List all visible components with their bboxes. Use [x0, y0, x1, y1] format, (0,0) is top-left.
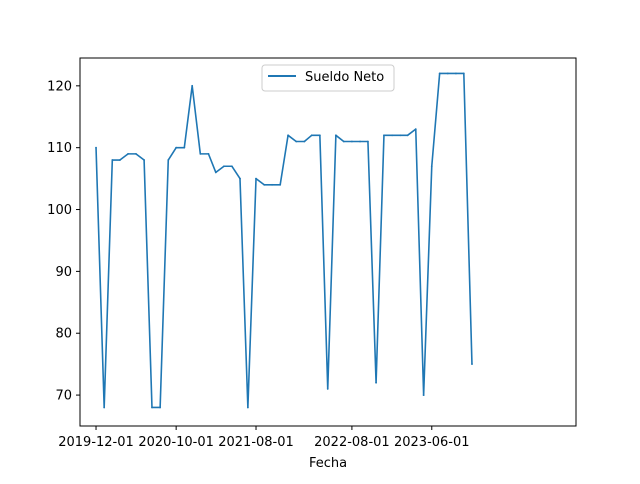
data-point [167, 159, 170, 161]
y-tick-label: 100 [47, 203, 72, 218]
data-point [175, 146, 178, 149]
x-tick-label: 2021-08-01 [218, 435, 294, 450]
data-point [399, 134, 402, 137]
data-point [230, 165, 233, 168]
data-point [455, 72, 457, 75]
data-point [406, 134, 409, 137]
data-point [135, 152, 137, 155]
data-point [159, 406, 162, 409]
y-tick-label: 80 [55, 327, 72, 342]
data-point [318, 134, 321, 137]
legend-series-label: Sueldo Neto [305, 70, 384, 85]
y-tick-label: 110 [47, 141, 72, 156]
data-point [127, 152, 129, 155]
data-point [351, 140, 353, 143]
x-tick-label: 2019-12-01 [58, 435, 134, 450]
data-point [310, 134, 313, 137]
data-point [462, 72, 465, 75]
data-point [430, 165, 433, 168]
plot-frame [79, 57, 577, 427]
data-point [342, 140, 345, 143]
data-point [239, 177, 241, 180]
data-point [95, 146, 97, 149]
data-point [359, 140, 361, 143]
data-point [438, 72, 441, 75]
data-point [295, 140, 298, 143]
data-point [246, 406, 249, 409]
data-point [326, 387, 329, 390]
data-point [287, 134, 289, 137]
data-point [271, 183, 273, 186]
data-point [119, 159, 121, 161]
y-tick-label: 90 [55, 265, 72, 280]
data-point [383, 134, 385, 137]
series-line-0 [95, 72, 473, 409]
data-point [303, 140, 306, 143]
y-tick-label: 70 [55, 389, 72, 404]
legend-box [261, 64, 395, 92]
x-tick-label: 2023-06-01 [394, 435, 470, 450]
data-point [214, 171, 217, 174]
x-tick-label: 2020-10-01 [138, 435, 214, 450]
data-point [223, 165, 225, 168]
data-point [391, 134, 393, 137]
data-point [422, 394, 425, 396]
data-point [471, 363, 473, 366]
data-point [255, 177, 257, 180]
data-point [103, 406, 106, 409]
data-point [143, 159, 146, 161]
data-point [191, 84, 194, 87]
data-point [207, 152, 210, 155]
x-axis-label: Fecha [309, 456, 347, 471]
y-tick-label: 120 [47, 79, 72, 94]
legend: Sueldo Neto [261, 64, 395, 92]
data-point [446, 72, 449, 75]
data-point [199, 152, 202, 155]
data-point [263, 183, 266, 186]
data-point [367, 140, 369, 143]
data-point [414, 128, 417, 131]
data-point [375, 381, 377, 384]
data-point [183, 146, 186, 149]
data-point [334, 134, 337, 137]
x-tick-label: 2022-08-01 [314, 435, 390, 450]
data-point [279, 183, 282, 186]
data-point [151, 406, 153, 409]
data-point [111, 159, 114, 161]
